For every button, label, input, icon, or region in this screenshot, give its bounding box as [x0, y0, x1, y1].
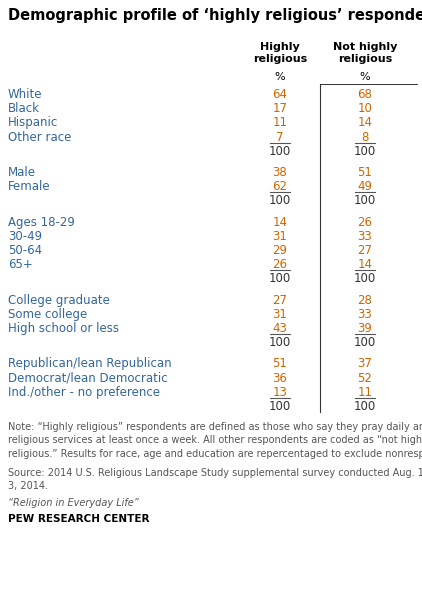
Text: Republican/lean Republican: Republican/lean Republican [8, 357, 172, 370]
Text: 49: 49 [357, 180, 373, 193]
Text: 100: 100 [354, 400, 376, 413]
Text: 26: 26 [357, 216, 373, 229]
Text: %: % [275, 72, 285, 82]
Text: 39: 39 [357, 322, 373, 335]
Text: 100: 100 [269, 272, 291, 286]
Text: Note: “Highly religious” respondents are defined as those who say they pray dail: Note: “Highly religious” respondents are… [8, 422, 422, 459]
Text: Other race: Other race [8, 131, 71, 143]
Text: 51: 51 [357, 166, 373, 179]
Text: 100: 100 [354, 145, 376, 158]
Text: 100: 100 [269, 400, 291, 413]
Text: PEW RESEARCH CENTER: PEW RESEARCH CENTER [8, 514, 149, 524]
Text: 33: 33 [357, 230, 372, 243]
Text: 100: 100 [269, 194, 291, 207]
Text: 27: 27 [357, 244, 373, 257]
Text: 14: 14 [357, 258, 373, 271]
Text: 27: 27 [273, 294, 287, 306]
Text: %: % [360, 72, 371, 82]
Text: 37: 37 [357, 357, 373, 370]
Text: 31: 31 [273, 308, 287, 321]
Text: 33: 33 [357, 308, 372, 321]
Text: 31: 31 [273, 230, 287, 243]
Text: Female: Female [8, 180, 51, 193]
Text: White: White [8, 88, 43, 101]
Text: College graduate: College graduate [8, 294, 110, 306]
Text: 38: 38 [273, 166, 287, 179]
Text: Ages 18-29: Ages 18-29 [8, 216, 75, 229]
Text: 62: 62 [273, 180, 287, 193]
Text: 52: 52 [357, 371, 373, 384]
Text: 100: 100 [354, 194, 376, 207]
Text: 13: 13 [273, 386, 287, 399]
Text: 65+: 65+ [8, 258, 33, 271]
Text: Male: Male [8, 166, 36, 179]
Text: 30-49: 30-49 [8, 230, 42, 243]
Text: 43: 43 [273, 322, 287, 335]
Text: 51: 51 [273, 357, 287, 370]
Text: Ind./other - no preference: Ind./other - no preference [8, 386, 160, 399]
Text: 100: 100 [354, 336, 376, 349]
Text: High school or less: High school or less [8, 322, 119, 335]
Text: 11: 11 [273, 116, 287, 129]
Text: 10: 10 [357, 102, 373, 115]
Text: Demographic profile of ‘highly religious’ respondents: Demographic profile of ‘highly religious… [8, 8, 422, 23]
Text: 26: 26 [273, 258, 287, 271]
Text: 17: 17 [273, 102, 287, 115]
Text: 100: 100 [269, 145, 291, 158]
Text: Not highly
religious: Not highly religious [333, 42, 397, 64]
Text: 14: 14 [273, 216, 287, 229]
Text: 36: 36 [273, 371, 287, 384]
Text: Some college: Some college [8, 308, 87, 321]
Text: 64: 64 [273, 88, 287, 101]
Text: 8: 8 [361, 131, 369, 143]
Text: 100: 100 [269, 336, 291, 349]
Text: 100: 100 [354, 272, 376, 286]
Text: 68: 68 [357, 88, 373, 101]
Text: 29: 29 [273, 244, 287, 257]
Text: Source: 2014 U.S. Religious Landscape Study supplemental survey conducted Aug. 1: Source: 2014 U.S. Religious Landscape St… [8, 468, 422, 492]
Text: 50-64: 50-64 [8, 244, 42, 257]
Text: 14: 14 [357, 116, 373, 129]
Text: Black: Black [8, 102, 40, 115]
Text: Democrat/lean Democratic: Democrat/lean Democratic [8, 371, 168, 384]
Text: “Religion in Everyday Life”: “Religion in Everyday Life” [8, 498, 139, 508]
Text: 28: 28 [357, 294, 373, 306]
Text: 11: 11 [357, 386, 373, 399]
Text: Highly
religious: Highly religious [253, 42, 307, 64]
Text: 7: 7 [276, 131, 284, 143]
Text: Hispanic: Hispanic [8, 116, 58, 129]
